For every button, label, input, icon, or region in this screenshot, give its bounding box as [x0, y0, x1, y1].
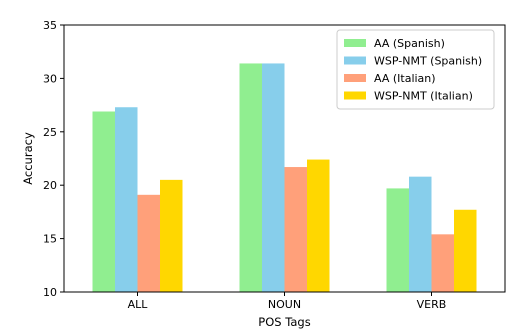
bar-verb-series-0 [386, 188, 409, 292]
bar-noun-series-2 [284, 167, 307, 292]
legend-swatch [344, 56, 366, 65]
legend-swatch [344, 74, 366, 82]
y-axis: 10 15 20 25 30 35 [43, 19, 64, 299]
bar-all-series-3 [160, 179, 183, 292]
x-axis-label: POS Tags [258, 315, 310, 329]
bar-verb-series-1 [409, 176, 432, 292]
bar-noun-series-0 [239, 63, 262, 293]
legend-entry: WSP-NMT (Italian) [374, 90, 473, 103]
y-tick-label: 15 [43, 233, 57, 246]
legend-entry: AA (Italian) [374, 72, 436, 85]
y-tick-label: 10 [43, 286, 57, 299]
bar-noun-series-3 [307, 159, 330, 292]
legend-swatch [344, 91, 366, 100]
bar-noun-series-1 [262, 63, 285, 293]
y-tick-label: 35 [43, 19, 57, 32]
plot-area [92, 63, 477, 293]
y-axis-label: Accuracy [21, 132, 35, 185]
x-tick-label: VERB [417, 298, 447, 311]
legend: AA (Spanish) WSP-NMT (Spanish) AA (Italian… [336, 29, 495, 110]
bar-all-series-0 [92, 111, 115, 293]
bar-all-series-1 [115, 107, 138, 293]
y-tick-label: 25 [43, 126, 57, 139]
bar-verb-series-3 [454, 209, 477, 292]
y-tick-label: 30 [43, 72, 57, 85]
legend-entry: AA (Spanish) [374, 37, 445, 50]
bar-all-series-2 [137, 194, 160, 292]
plot-frame [63, 24, 506, 293]
x-axis: ALL NOUN VERB [128, 292, 447, 311]
x-tick-label: ALL [128, 298, 149, 311]
y-tick-label: 20 [43, 179, 57, 192]
legend-entry: WSP-NMT (Spanish) [374, 55, 482, 68]
bar-verb-series-2 [431, 234, 454, 292]
legend-box [336, 29, 495, 110]
x-tick-label: NOUN [268, 298, 301, 311]
legend-swatch [344, 39, 366, 47]
